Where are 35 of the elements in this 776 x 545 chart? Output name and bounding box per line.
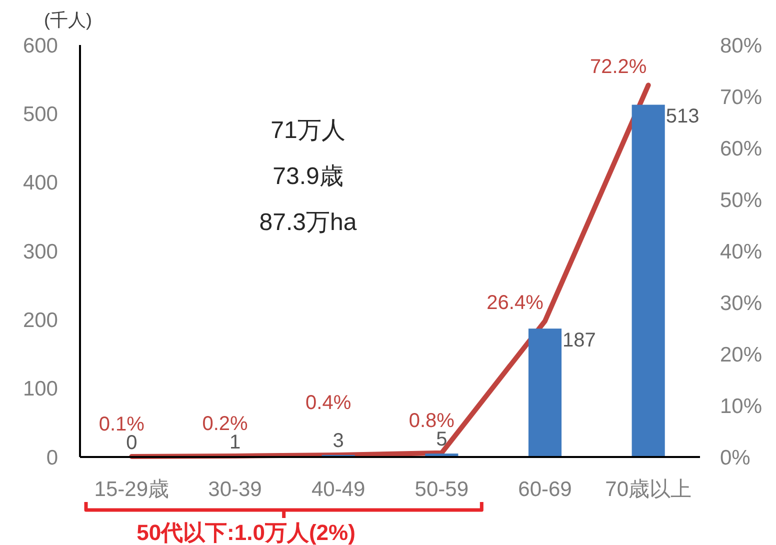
y2-tick-label: 60% xyxy=(720,137,762,160)
bar xyxy=(528,328,562,457)
y2-tick-label: 10% xyxy=(720,394,762,418)
y-tick-label: 600 xyxy=(22,34,58,58)
x-tick-label: 60-69 xyxy=(518,478,572,501)
y2-tick-label: 30% xyxy=(720,292,762,315)
y2-tick-label: 40% xyxy=(720,240,762,264)
y-axis-title: (千人) xyxy=(44,10,92,30)
y-tick-label: 500 xyxy=(22,103,58,126)
x-tick-label: 40-49 xyxy=(311,478,366,501)
text: 50代以下:1.0万人(2%) xyxy=(136,520,356,545)
x-tick-label: 70歳以上 xyxy=(605,478,692,501)
data-label: 72.2% xyxy=(590,56,647,78)
y-tick-label: 400 xyxy=(22,172,58,195)
y-tick-label: 0 xyxy=(46,446,58,470)
annotation: 87.3万ha xyxy=(259,209,358,236)
x-tick-label: 50-59 xyxy=(414,478,469,501)
annotation: 73.9歳 xyxy=(272,163,344,190)
y2-tick-label: 70% xyxy=(720,86,762,109)
y2-tick-label: 20% xyxy=(720,343,762,366)
y2-tick-label: 50% xyxy=(720,188,762,212)
x-tick-label: 15-29歳 xyxy=(94,478,170,501)
y-tick-label: 300 xyxy=(22,240,58,264)
bar xyxy=(632,104,665,457)
y2-tick-label: 0% xyxy=(720,446,750,470)
y-tick-label: 100 xyxy=(22,378,58,401)
data-label: 3 xyxy=(332,430,344,452)
data-label: 187 xyxy=(562,330,596,352)
data-label: 26.4% xyxy=(486,292,544,314)
annotation: 71万人 xyxy=(270,117,346,144)
data-label: 513 xyxy=(666,106,700,128)
y-tick-label: 200 xyxy=(22,309,58,332)
y2-tick-label: 80% xyxy=(720,34,762,58)
data-label: 0.4% xyxy=(306,392,352,414)
x-tick-label: 30-39 xyxy=(208,478,262,501)
